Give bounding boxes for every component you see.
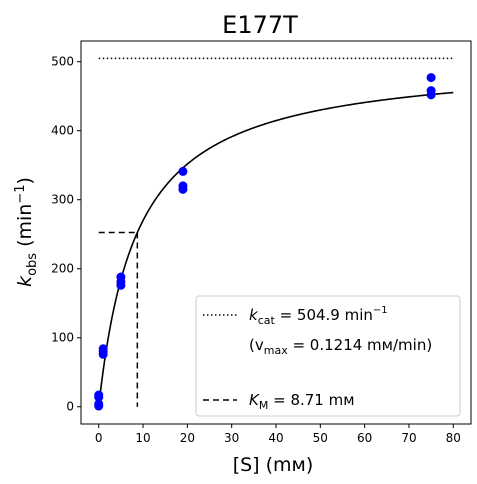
data-point: [178, 181, 188, 191]
x-axis-label: [S] (mᴍ): [233, 454, 314, 476]
x-tick-label: 80: [446, 431, 461, 445]
fit-curve: [97, 91, 454, 407]
legend-kcat-text: = 504.9 min: [275, 306, 373, 324]
data-points: [94, 73, 436, 411]
legend-kcat-label: kcat = 504.9 min−1: [249, 305, 388, 327]
y-axis-label-unit-sup: −1: [13, 184, 28, 203]
legend-km-text: = 8.71 mᴍ: [268, 391, 354, 409]
legend-kcat-k: k: [249, 306, 259, 324]
legend-km-k: K: [249, 391, 260, 409]
legend-vmax-sub: max: [264, 344, 288, 357]
chart-title: E177T: [222, 11, 298, 39]
y-axis-label-close: ): [14, 177, 36, 184]
data-point: [426, 86, 436, 96]
x-tick-label: 10: [135, 431, 150, 445]
fit-curve-layer: [97, 91, 454, 407]
x-tick-label: 70: [401, 431, 416, 445]
x-tick-label: 30: [224, 431, 239, 445]
legend-kcat-sub: cat: [258, 314, 276, 327]
y-tick-label: 0: [66, 400, 74, 414]
x-tick-label: 20: [180, 431, 195, 445]
x-ticks: 0 10 20 30 40 50 60 70 80: [95, 424, 461, 445]
y-tick-label: 500: [51, 55, 74, 69]
data-point: [94, 399, 104, 409]
y-tick-label: 200: [51, 262, 74, 276]
data-point: [98, 344, 108, 354]
legend-km-sub: M: [259, 399, 269, 412]
reference-lines: [98, 57, 454, 407]
y-tick-label: 400: [51, 124, 74, 138]
y-tick-label: 100: [51, 331, 74, 345]
x-tick-label: 60: [357, 431, 372, 445]
data-point: [178, 166, 188, 176]
legend-vmax-text: = 0.1214 mᴍ/min): [288, 336, 432, 354]
x-tick-label: 50: [313, 431, 328, 445]
data-point: [94, 390, 104, 400]
y-axis-label: kobs (min−1): [13, 177, 40, 287]
y-ticks: 0 100 200 300 400 500: [51, 55, 81, 414]
x-tick-label: 0: [95, 431, 103, 445]
legend-kcat-sup: −1: [373, 305, 388, 316]
y-axis-label-sub: obs: [25, 253, 40, 276]
y-tick-label: 300: [51, 193, 74, 207]
y-axis-label-unit: (min: [14, 204, 36, 253]
data-point: [116, 272, 126, 282]
legend-vmax-open: (v: [249, 336, 264, 354]
data-point: [426, 73, 436, 83]
y-axis-label-k: k: [14, 275, 36, 287]
legend-vmax-label: (vmax = 0.1214 mᴍ/min): [249, 336, 432, 357]
legend-box: [195, 295, 461, 417]
legend: kcat = 504.9 min−1 (vmax = 0.1214 mᴍ/min…: [195, 295, 461, 417]
legend-km-label: KM = 8.71 mᴍ: [249, 391, 355, 412]
x-tick-label: 40: [268, 431, 283, 445]
